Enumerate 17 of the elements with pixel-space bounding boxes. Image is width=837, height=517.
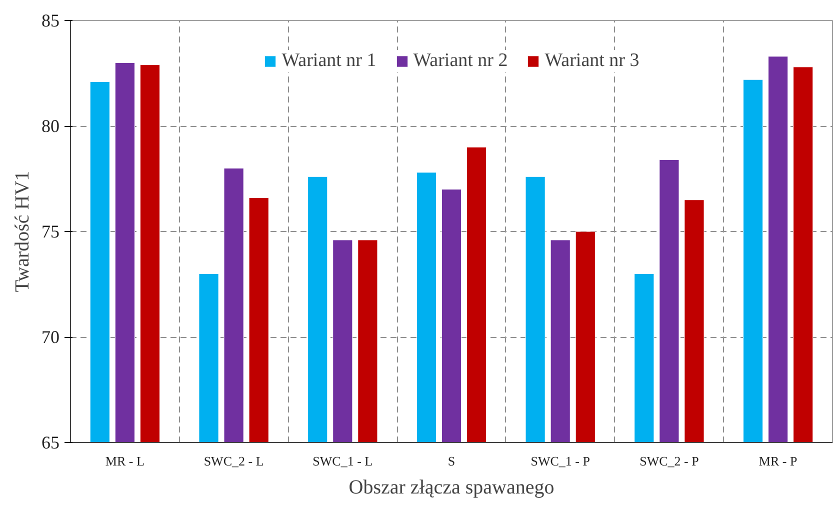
y-tick-label: 85	[42, 10, 60, 30]
legend-label: Wariant nr 2	[413, 50, 508, 72]
x-tick-label: S	[448, 454, 456, 468]
y-tick-label: 75	[42, 222, 60, 242]
x-tick-label: SWC_1 - L	[312, 454, 373, 468]
x-tick-label: SWC_2 - L	[204, 454, 264, 468]
y-axis-title: Twardość HV1	[12, 170, 34, 292]
x-tick-label: SWC_1 - P	[530, 454, 590, 468]
x-axis-title: Obszar złącza spawanego	[348, 476, 554, 498]
x-tick-label: MR - L	[105, 454, 144, 468]
x-tick-label: SWC_2 - P	[640, 454, 699, 468]
y-tick-label: 70	[42, 327, 60, 347]
x-tick-label: MR - P	[758, 454, 798, 468]
legend-label: Wariant nr 1	[282, 50, 376, 72]
legend-label: Wariant nr 3	[544, 50, 640, 72]
y-tick-label: 65	[42, 432, 60, 452]
y-tick-label: 80	[42, 116, 60, 136]
